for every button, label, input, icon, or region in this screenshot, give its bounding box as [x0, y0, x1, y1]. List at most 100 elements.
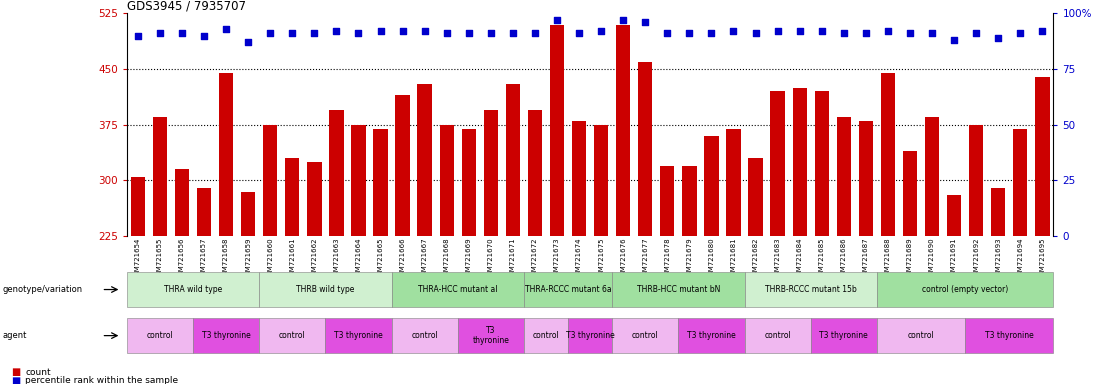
Point: [195, 33, 213, 39]
Bar: [660, 166, 674, 384]
Bar: [814, 91, 828, 384]
Text: control: control: [147, 331, 173, 340]
Point: [879, 28, 897, 34]
Bar: [792, 88, 806, 384]
Text: ■: ■: [11, 376, 20, 384]
Bar: [572, 121, 587, 384]
Bar: [259, 318, 325, 353]
Bar: [392, 318, 458, 353]
Point: [151, 30, 169, 36]
Point: [592, 28, 610, 34]
Bar: [395, 95, 410, 384]
Bar: [745, 272, 877, 307]
Bar: [858, 121, 872, 384]
Point: [614, 17, 632, 23]
Text: ■: ■: [11, 367, 20, 377]
Point: [636, 19, 654, 25]
Bar: [568, 318, 612, 353]
Point: [504, 30, 522, 36]
Text: control (empty vector): control (empty vector): [922, 285, 1008, 294]
Point: [658, 30, 676, 36]
Text: control: control: [908, 331, 934, 340]
Bar: [726, 129, 741, 384]
Bar: [417, 84, 432, 384]
Bar: [127, 318, 193, 353]
Bar: [127, 272, 259, 307]
Bar: [307, 162, 322, 384]
Bar: [1035, 76, 1049, 384]
Bar: [259, 272, 392, 307]
Point: [283, 30, 301, 36]
Bar: [880, 73, 895, 384]
Point: [901, 30, 919, 36]
Bar: [1013, 129, 1027, 384]
Bar: [836, 118, 852, 384]
Point: [217, 26, 235, 32]
Bar: [877, 318, 965, 353]
Point: [835, 30, 853, 36]
Text: T3 thyronine: T3 thyronine: [820, 331, 868, 340]
Point: [681, 30, 698, 36]
Bar: [770, 91, 784, 384]
Bar: [196, 188, 211, 384]
Bar: [373, 129, 388, 384]
Bar: [130, 177, 146, 384]
Bar: [704, 136, 719, 384]
Text: control: control: [279, 331, 306, 340]
Text: GDS3945 / 7935707: GDS3945 / 7935707: [127, 0, 246, 12]
Text: control: control: [533, 331, 559, 340]
Bar: [811, 318, 877, 353]
Point: [328, 28, 345, 34]
Point: [548, 17, 566, 23]
Point: [394, 28, 411, 34]
Text: T3 thyronine: T3 thyronine: [566, 331, 614, 340]
Bar: [965, 318, 1053, 353]
Bar: [218, 73, 234, 384]
Bar: [745, 318, 811, 353]
Point: [1034, 28, 1051, 34]
Bar: [638, 62, 652, 384]
Point: [945, 37, 963, 43]
Text: T3
thyronine: T3 thyronine: [472, 326, 510, 345]
Point: [967, 30, 985, 36]
Bar: [924, 118, 939, 384]
Bar: [285, 158, 299, 384]
Point: [129, 33, 147, 39]
Bar: [612, 272, 745, 307]
Text: T3 thyronine: T3 thyronine: [334, 331, 383, 340]
Point: [769, 28, 786, 34]
Text: control: control: [632, 331, 658, 340]
Bar: [483, 110, 497, 384]
Point: [261, 30, 279, 36]
Bar: [682, 166, 697, 384]
Bar: [902, 151, 917, 384]
Bar: [990, 188, 1005, 384]
Bar: [505, 84, 521, 384]
Bar: [174, 169, 190, 384]
Point: [1011, 30, 1029, 36]
Point: [416, 28, 433, 34]
Point: [747, 30, 764, 36]
Bar: [748, 158, 762, 384]
Bar: [549, 25, 564, 384]
Text: THRA wild type: THRA wild type: [164, 285, 222, 294]
Bar: [193, 318, 259, 353]
Point: [923, 30, 941, 36]
Point: [526, 30, 544, 36]
Text: genotype/variation: genotype/variation: [2, 285, 83, 294]
Point: [239, 39, 257, 45]
Point: [813, 28, 831, 34]
Bar: [877, 272, 1053, 307]
Text: T3 thyronine: T3 thyronine: [985, 331, 1034, 340]
Bar: [612, 318, 678, 353]
Bar: [458, 318, 524, 353]
Point: [989, 35, 1007, 41]
Bar: [329, 110, 344, 384]
Point: [725, 28, 742, 34]
Bar: [946, 195, 961, 384]
Bar: [263, 125, 278, 384]
Bar: [524, 272, 612, 307]
Bar: [524, 318, 568, 353]
Point: [791, 28, 808, 34]
Point: [460, 30, 478, 36]
